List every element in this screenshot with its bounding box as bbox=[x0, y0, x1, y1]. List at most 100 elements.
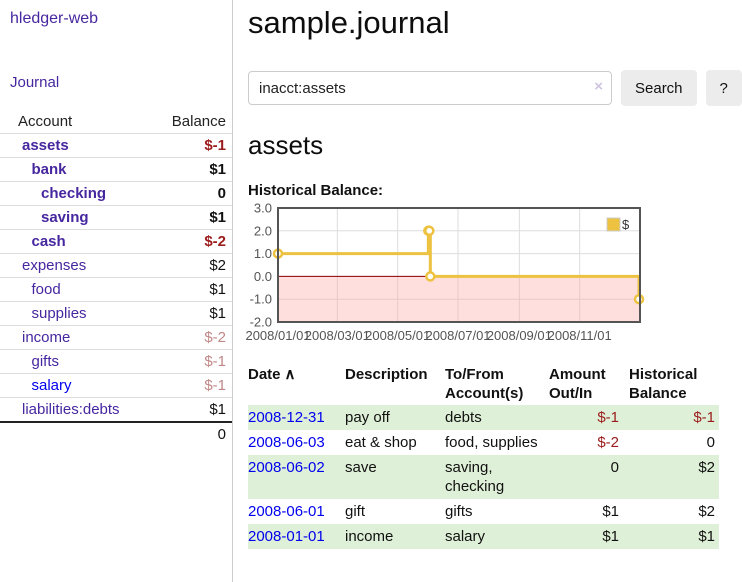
brand-link[interactable]: hledger-web bbox=[10, 10, 99, 27]
transaction-amount: 0 bbox=[610, 459, 619, 476]
account-row: supplies $1 bbox=[0, 301, 232, 326]
transaction-description: eat & shop bbox=[345, 434, 417, 451]
account-balance: $2 bbox=[209, 257, 226, 274]
transaction-accounts: salary bbox=[445, 528, 486, 545]
transaction-description: gift bbox=[345, 503, 366, 520]
account-balance: $-1 bbox=[204, 137, 226, 154]
register-table: Date ∧ Description To/From Account(s) Amo… bbox=[248, 363, 719, 549]
transaction-accounts: saving, checking bbox=[445, 459, 505, 495]
register-row: 2008-06-01 gift gifts $1 $2 bbox=[248, 499, 719, 524]
account-balance: $1 bbox=[209, 209, 226, 226]
register-header-amount: Amount Out/In bbox=[549, 366, 606, 402]
register-header-balance: Historical Balance bbox=[629, 366, 698, 402]
register-row: 2008-06-02 save saving, checking 0 $2 bbox=[248, 455, 719, 499]
account-link[interactable]: cash bbox=[31, 233, 66, 250]
transaction-accounts: gifts bbox=[445, 503, 473, 520]
account-row: salary $-1 bbox=[0, 373, 232, 398]
account-row: liabilities:debts $1 bbox=[0, 397, 232, 423]
account-balance: $-2 bbox=[204, 233, 226, 250]
register-header-row: Date ∧ Description To/From Account(s) Amo… bbox=[248, 363, 719, 405]
account-row: expenses $2 bbox=[0, 253, 232, 278]
register-header-accounts: To/From Account(s) bbox=[445, 366, 524, 402]
svg-text:3.0: 3.0 bbox=[254, 201, 272, 216]
sidebar: hledger-web Journal Account Balance asse… bbox=[0, 0, 233, 582]
account-heading: assets bbox=[248, 130, 324, 160]
nav-journal-link[interactable]: Journal bbox=[10, 74, 60, 91]
account-row: food $1 bbox=[0, 277, 232, 302]
transaction-balance: $-1 bbox=[693, 409, 715, 426]
account-link[interactable]: liabilities:debts bbox=[22, 401, 120, 418]
account-balance: $-1 bbox=[204, 353, 226, 370]
transaction-date-link[interactable]: 2008-06-03 bbox=[248, 434, 325, 451]
account-balance: $-1 bbox=[204, 377, 226, 394]
svg-text:-2.0: -2.0 bbox=[250, 315, 272, 330]
svg-text:1.0: 1.0 bbox=[254, 246, 272, 261]
clear-search-icon[interactable]: × bbox=[594, 78, 603, 95]
account-balance: $1 bbox=[209, 305, 226, 322]
transaction-description: save bbox=[345, 459, 377, 476]
svg-text:$: $ bbox=[622, 217, 630, 232]
account-link[interactable]: checking bbox=[41, 185, 107, 202]
account-link[interactable]: food bbox=[31, 281, 61, 298]
chart-title: Historical Balance: bbox=[248, 182, 384, 199]
account-row: saving $1 bbox=[0, 205, 232, 230]
register-row: 2008-06-03 eat & shop food, supplies $-2 0 bbox=[248, 430, 719, 455]
account-link[interactable]: gifts bbox=[31, 353, 60, 370]
transaction-amount: $1 bbox=[602, 528, 619, 545]
transaction-date-link[interactable]: 2008-06-01 bbox=[248, 503, 325, 520]
svg-text:2008/09/01: 2008/09/01 bbox=[487, 328, 552, 343]
transaction-date-link[interactable]: 2008-06-02 bbox=[248, 459, 325, 476]
account-link[interactable]: income bbox=[22, 329, 71, 346]
account-balance: $1 bbox=[209, 401, 226, 418]
account-row: income $-2 bbox=[0, 325, 232, 350]
transaction-amount: $-2 bbox=[597, 434, 619, 451]
transaction-amount: $1 bbox=[602, 503, 619, 520]
search-input[interactable] bbox=[248, 71, 612, 105]
help-button[interactable]: ? bbox=[705, 70, 742, 106]
svg-text:2.0: 2.0 bbox=[254, 223, 272, 238]
register-header-date[interactable]: Date ∧ bbox=[248, 366, 296, 383]
search-form: × Search ? bbox=[248, 70, 742, 106]
account-balance: $1 bbox=[209, 161, 226, 178]
transaction-balance: $1 bbox=[698, 528, 715, 545]
sort-ascending-icon: ∧ bbox=[284, 366, 296, 383]
svg-text:0.0: 0.0 bbox=[254, 269, 272, 284]
account-link[interactable]: saving bbox=[41, 209, 89, 226]
accounts-header-balance: Balance bbox=[171, 113, 226, 130]
account-balance: 0 bbox=[217, 185, 226, 202]
transaction-date-link[interactable]: 2008-01-01 bbox=[248, 528, 325, 545]
account-link[interactable]: bank bbox=[31, 161, 67, 178]
svg-text:2008/11/01: 2008/11/01 bbox=[548, 328, 612, 343]
transaction-accounts: debts bbox=[445, 409, 482, 426]
accounts-total-row: 0 bbox=[0, 422, 232, 446]
svg-text:2008/01/01: 2008/01/01 bbox=[245, 328, 310, 343]
account-balance: $-2 bbox=[204, 329, 226, 346]
accounts-table: Account Balance assets $-1 bank $1 checking 0… bbox=[0, 110, 232, 446]
chart-canvas: $3.0 2.0 1.0 0.0 -1.0 -2.02008/01/012008/03/0… bbox=[245, 201, 645, 343]
chart-legend: $ bbox=[606, 217, 630, 232]
main-content: sample.journal × Search ? assets Histori… bbox=[233, 0, 742, 582]
search-button[interactable]: Search bbox=[621, 70, 697, 106]
historical-balance-chart[interactable]: $3.0 2.0 1.0 0.0 -1.0 -2.0 2008/01/01 2008/03/0… bbox=[245, 201, 650, 347]
account-row: assets $-1 bbox=[0, 133, 232, 158]
register-header-description: Description bbox=[345, 366, 428, 383]
account-link[interactable]: salary bbox=[31, 377, 72, 394]
account-link[interactable]: expenses bbox=[22, 257, 87, 274]
register-row: 2008-12-31 pay off debts $-1 $-1 bbox=[248, 405, 719, 430]
account-row: bank $1 bbox=[0, 157, 232, 182]
svg-text:-1.0: -1.0 bbox=[250, 292, 272, 307]
transaction-date-link[interactable]: 2008-12-31 bbox=[248, 409, 325, 426]
transaction-amount: $-1 bbox=[597, 409, 619, 426]
accounts-header-account: Account bbox=[18, 113, 73, 130]
account-link[interactable]: supplies bbox=[31, 305, 87, 322]
svg-text:2008/05/01: 2008/05/01 bbox=[365, 328, 430, 343]
page-title: sample.journal bbox=[248, 5, 450, 40]
account-row: cash $-2 bbox=[0, 229, 232, 254]
transaction-balance: $2 bbox=[698, 503, 715, 520]
account-row: checking 0 bbox=[0, 181, 232, 206]
accounts-total-value: 0 bbox=[217, 426, 226, 443]
account-balance: $1 bbox=[209, 281, 226, 298]
account-link[interactable]: assets bbox=[22, 137, 69, 154]
accounts-header-row: Account Balance bbox=[0, 110, 232, 134]
